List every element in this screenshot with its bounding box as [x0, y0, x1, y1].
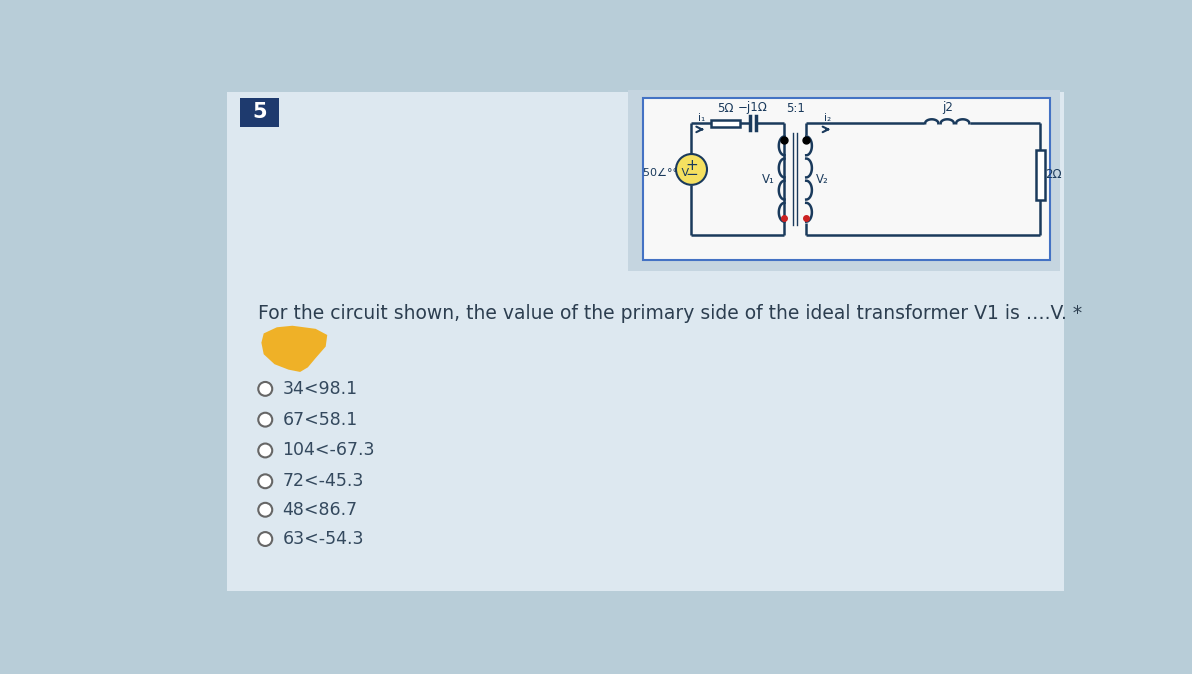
- Circle shape: [259, 443, 272, 458]
- Text: 50∠°° V: 50∠°° V: [644, 168, 690, 179]
- Text: 67<58.1: 67<58.1: [283, 410, 358, 429]
- Circle shape: [676, 154, 707, 185]
- Polygon shape: [261, 326, 328, 372]
- Bar: [710, 120, 740, 127]
- Text: 5:1: 5:1: [786, 102, 805, 115]
- Text: i₁: i₁: [699, 113, 706, 123]
- Text: V₁: V₁: [763, 173, 775, 186]
- Text: 63<-54.3: 63<-54.3: [283, 530, 364, 548]
- Text: +: +: [685, 158, 697, 173]
- FancyBboxPatch shape: [628, 90, 1061, 271]
- Text: 48<86.7: 48<86.7: [283, 501, 358, 519]
- Text: V₂: V₂: [815, 173, 828, 186]
- FancyBboxPatch shape: [241, 98, 279, 127]
- FancyBboxPatch shape: [226, 92, 1063, 591]
- Text: For the circuit shown, the value of the primary side of the ideal transformer V1: For the circuit shown, the value of the …: [257, 304, 1081, 323]
- Bar: [1036, 150, 1045, 200]
- Text: −: −: [685, 167, 697, 183]
- Text: j2: j2: [942, 101, 952, 114]
- Text: 5Ω: 5Ω: [718, 102, 734, 115]
- Circle shape: [259, 412, 272, 427]
- Text: 72<-45.3: 72<-45.3: [283, 472, 364, 490]
- Text: i₂: i₂: [825, 113, 832, 123]
- Text: 2Ω: 2Ω: [1045, 168, 1062, 181]
- Text: 104<-67.3: 104<-67.3: [283, 441, 374, 460]
- FancyBboxPatch shape: [644, 98, 1050, 259]
- Circle shape: [259, 503, 272, 517]
- Circle shape: [259, 474, 272, 488]
- Circle shape: [259, 532, 272, 546]
- Text: −j1Ω: −j1Ω: [738, 101, 768, 114]
- Circle shape: [259, 382, 272, 396]
- Text: 34<98.1: 34<98.1: [283, 380, 358, 398]
- Text: 5: 5: [253, 102, 267, 123]
